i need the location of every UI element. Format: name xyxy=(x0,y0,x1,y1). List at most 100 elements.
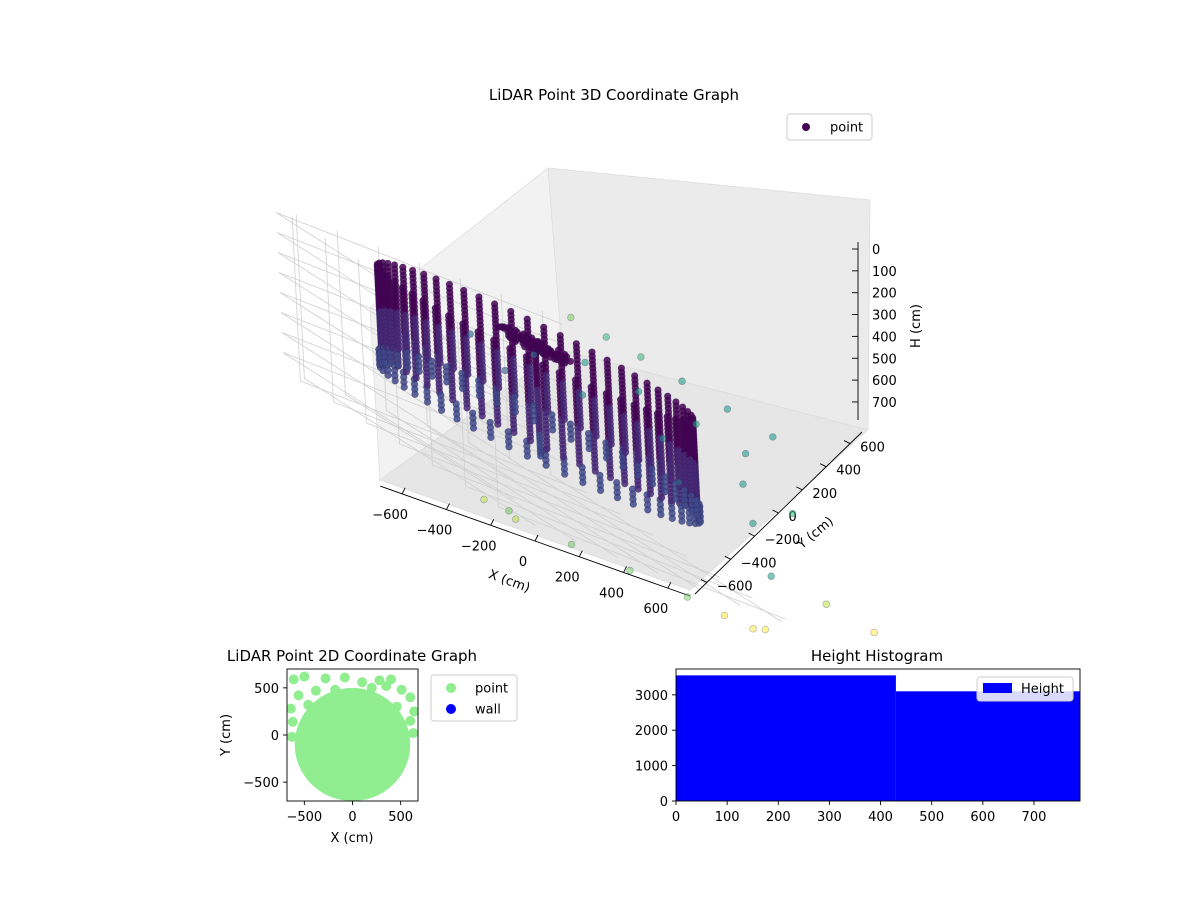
point-3d xyxy=(822,600,830,608)
point-3d xyxy=(443,378,451,386)
histogram-bars xyxy=(676,675,1080,801)
grid-line-y xyxy=(432,464,720,578)
y-axis-label-3d: Y (cm) xyxy=(794,514,837,553)
point-2d xyxy=(409,706,418,717)
point-3d xyxy=(657,493,666,502)
point-3d xyxy=(585,444,593,453)
legend-3d-label: point xyxy=(830,121,863,136)
point-2d xyxy=(293,690,304,701)
y-tick-label-histogram: 0 xyxy=(660,795,668,810)
x-tick-label-histogram: 100 xyxy=(715,810,740,825)
point-3d xyxy=(678,517,686,525)
z-tick-label-3d: 0 xyxy=(872,243,880,258)
point-3d xyxy=(391,377,399,385)
point-3d xyxy=(494,420,502,428)
point-2d xyxy=(330,684,341,695)
y-tick-label-histogram: 1000 xyxy=(635,760,668,775)
point-3d xyxy=(394,361,402,369)
point-3d xyxy=(661,488,669,496)
point-3d xyxy=(536,452,545,460)
z-tick-label-3d: 600 xyxy=(872,374,897,389)
x-tick-label-2d: −500 xyxy=(286,810,322,825)
y-tick-mark-3d xyxy=(796,486,803,491)
point-2d xyxy=(299,671,310,682)
grid-line-y xyxy=(366,422,654,536)
x-axis-label-2d: X (cm) xyxy=(331,831,374,846)
y-tick-mark-3d xyxy=(700,579,708,583)
point-3d xyxy=(466,330,474,338)
point-3d xyxy=(672,495,680,503)
x-tick-mark-3d xyxy=(623,566,627,573)
point-2d xyxy=(391,701,402,712)
y-tick-label-3d: 0 xyxy=(789,510,797,525)
point-3d xyxy=(511,515,520,523)
point-3d xyxy=(404,363,412,372)
point-3d xyxy=(681,501,689,509)
x-tick-mark-3d xyxy=(534,534,539,542)
point-3d xyxy=(449,364,458,373)
point-2d xyxy=(374,675,385,686)
point-3d xyxy=(395,345,403,353)
grid-line-y xyxy=(300,380,588,494)
legend-2d-label-wall: wall xyxy=(475,703,501,718)
point-3d xyxy=(469,424,478,432)
y-tick-mark-3d xyxy=(748,532,755,537)
point-3d xyxy=(479,377,487,385)
x-tick-mark-3d xyxy=(401,487,406,495)
point-2d xyxy=(405,692,416,703)
point-3d xyxy=(559,452,568,461)
point-2d xyxy=(287,703,296,714)
point-3d xyxy=(683,593,692,601)
grid-line-z xyxy=(280,312,513,460)
y-tick-label-2d: 0 xyxy=(271,729,279,744)
point-3d xyxy=(475,391,484,400)
legend-2d: point wall xyxy=(430,674,518,722)
point-3d xyxy=(495,384,503,392)
x-tick-label-2d: 500 xyxy=(388,810,413,825)
chart-3d-title: LiDAR Point 3D Coordinate Graph xyxy=(489,86,739,104)
point-3d xyxy=(606,473,615,482)
x-tick-label-3d: 400 xyxy=(599,586,624,601)
y-tick-label-3d: −600 xyxy=(717,579,753,594)
z-tick-label-3d: 400 xyxy=(872,330,897,345)
legend-2d-marker-point xyxy=(446,683,456,693)
point-3d xyxy=(678,377,686,385)
point-3d xyxy=(646,490,655,498)
x-tick-label-2d: 0 xyxy=(348,810,356,825)
chart-2d-title: LiDAR Point 2D Coordinate Graph xyxy=(227,647,477,665)
point-2d xyxy=(339,672,350,683)
legend-histogram-swatch xyxy=(983,683,1012,693)
point-3d xyxy=(634,485,642,493)
point-3d xyxy=(453,415,461,423)
point-3d xyxy=(621,448,630,456)
x-axis-label-3d: X (cm) xyxy=(486,567,532,596)
grid-line-z xyxy=(276,232,565,345)
point-3d xyxy=(602,454,611,462)
grid-line-z xyxy=(282,352,571,465)
point-3d xyxy=(592,432,600,440)
x-tick-label-3d: 0 xyxy=(519,555,527,570)
grid-line-y xyxy=(333,401,621,515)
point-2d xyxy=(288,674,299,685)
point-3d xyxy=(591,467,599,475)
point-3d xyxy=(635,456,643,464)
point-3d xyxy=(613,493,622,502)
x-tick-mark-3d xyxy=(667,581,672,589)
point-3d xyxy=(659,434,667,443)
x-tick-label-3d: −400 xyxy=(417,524,453,539)
point-3d xyxy=(501,366,509,375)
grid-line-y xyxy=(399,443,687,557)
point-2d xyxy=(405,715,416,726)
y-tick-label-3d: 600 xyxy=(860,441,885,456)
point-3d xyxy=(523,452,532,460)
grid-line-y-wall xyxy=(357,258,367,424)
point-3d xyxy=(648,480,657,488)
grid-line-y-wall xyxy=(489,342,499,508)
y-tick-label-3d: −400 xyxy=(741,556,777,571)
grid-line-z xyxy=(282,352,515,500)
point-3d xyxy=(749,519,757,528)
point-3d xyxy=(505,507,513,515)
point-3d xyxy=(415,367,423,376)
y-tick-mark-3d xyxy=(843,440,851,444)
legend-2d-marker-wall xyxy=(446,704,456,714)
